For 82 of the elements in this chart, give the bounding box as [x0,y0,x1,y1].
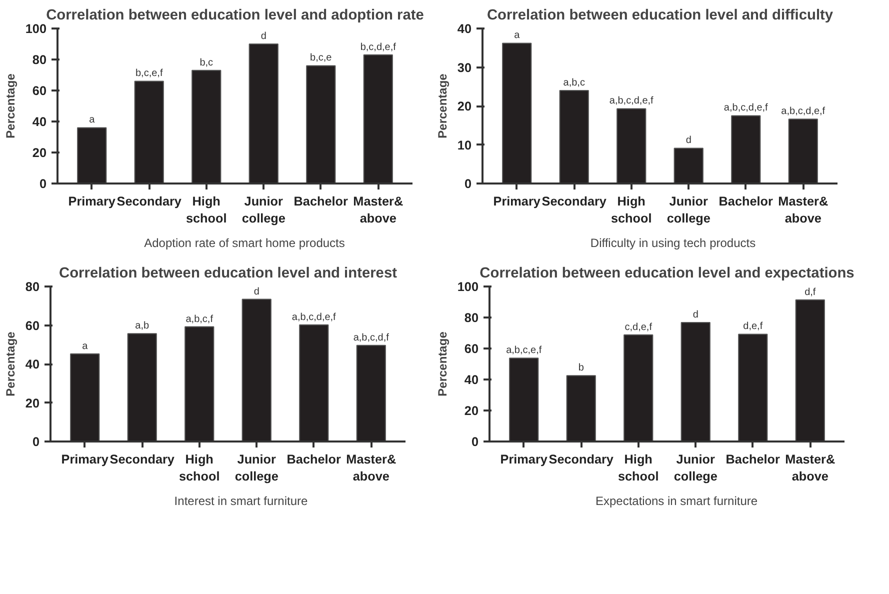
annotation: a,b,c [563,78,585,88]
x-tick-label: Junior college [674,452,718,484]
annotation: a,b,c,f [186,314,214,325]
y-tick-label: 0 [32,435,40,449]
x-tick-label: Bachelor [294,194,348,208]
y-axis-title: Percentage [3,73,18,138]
text: Expectations in smart furniture [595,494,758,508]
x-tick-label: High school [178,452,220,484]
x-tick-label: Master& above [353,194,404,226]
y-axis-title: Percentage [435,331,450,396]
y-tick-label: 60 [32,84,46,98]
annotation: d [692,309,698,320]
annotation: d [260,31,266,42]
x-tick-label: Master& above [785,452,836,484]
x-tick-label: Primary [500,452,548,466]
y-tick-label: 40 [25,358,40,372]
annotation: a,b,c,d,e,f [609,96,654,107]
y-tick-label: 60 [25,318,40,333]
y-tick-label: 60 [464,342,478,356]
y-tick-label: 40 [457,22,472,36]
chart-title: Correlation between education level and expectations [480,266,854,282]
x-tick-label: High school [618,452,659,484]
x-tick-label: Master& above [346,452,396,484]
y-tick-label: 80 [464,311,478,325]
annotation: a,b,c,d,e,f [724,102,768,114]
annotation: d [686,135,692,146]
x-tick-label: Bachelor [726,452,780,466]
annotation: a,b,c,d,f [353,332,390,344]
y-tick-label: 20 [25,396,40,410]
annotation: b,c,e,f [135,68,163,80]
x-tick-label: Secondary [116,194,182,208]
y-tick-label: 100 [25,22,47,36]
x-tick-label: Secondary [110,452,174,466]
annotation: b [578,362,584,374]
annotation: c,d,e,f [624,322,652,333]
annotation: d [254,286,260,298]
y-tick-label: 40 [32,115,46,129]
x-tick-label: Bachelor [286,452,342,466]
y-tick-label: 30 [457,60,472,75]
annotation: d,f [804,286,816,298]
x-tick-label: Junior college [666,194,710,226]
text: Interest in smart furniture [174,494,308,508]
y-tick-label: 100 [457,280,479,294]
y-tick-label: 20 [464,404,478,418]
chart-title: Correlation between education level and difficulty [486,8,834,24]
text: Difficulty in using tech products [590,236,756,250]
annotation: a [514,30,520,42]
x-tick-label: Junior college [242,194,286,226]
annotation: a [89,114,96,126]
x-tick-label: Primary [493,194,540,208]
x-tick-label: Bachelor [718,194,774,208]
y-tick-label: 20 [457,100,472,114]
y-tick-label: 80 [32,53,46,67]
x-tick-label: High school [610,194,652,226]
annotation: b,c [200,57,214,68]
x-tick-label: Primary [68,194,116,208]
y-tick-label: 0 [39,177,47,191]
annotation: a,b,c,d,e,f [292,312,336,323]
x-tick-label: High school [186,194,227,226]
annotation: b,c,e [310,52,332,64]
annotation: a,b,c,d,e,f [781,106,826,118]
y-tick-label: 40 [464,373,478,387]
text: Adoption rate of smart home products [144,236,345,250]
x-tick-label: Master& above [778,194,828,226]
annotation: a [82,340,88,352]
y-axis-title: Percentage [3,331,18,396]
annotation: d,e,f [743,321,763,332]
x-tick-label: Primary [61,452,108,466]
annotation: b,c,d,e,f [360,42,396,53]
chart-title: Correlation between education level and adoption rate [46,8,424,24]
y-tick-label: 0 [471,435,479,449]
x-tick-label: Secondary [548,452,614,466]
chart-title: Correlation between education level and interest [59,266,398,282]
y-tick-label: 10 [457,138,472,152]
x-tick-label: Secondary [542,194,606,208]
y-tick-label: 20 [32,146,46,160]
annotation: a,b,c,e,f [506,345,542,356]
y-tick-label: 80 [25,280,40,294]
y-tick-label: 0 [464,177,472,191]
annotation: a,b [135,320,150,332]
x-tick-label: Junior college [234,452,278,484]
y-axis-title: Percentage [435,73,450,138]
